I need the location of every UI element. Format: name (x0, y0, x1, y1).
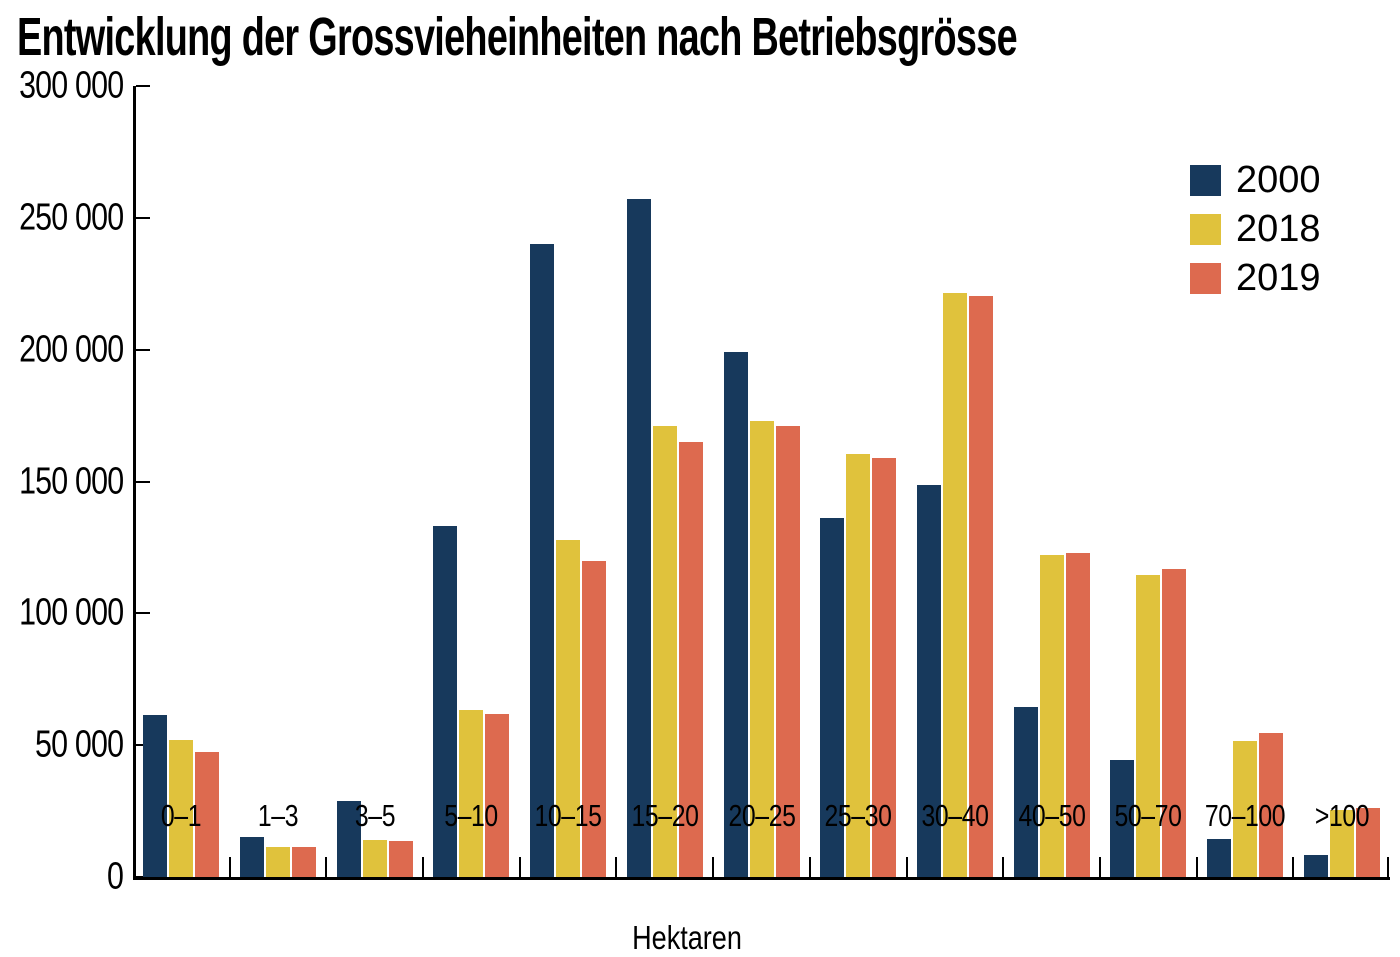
x-tick (1195, 857, 1198, 877)
bar-2000-50–70 (1110, 759, 1135, 877)
x-tick (1387, 857, 1389, 877)
plot-area: 0 50 000 100 000 150 000 200 000 250 000 300 0… (19, 65, 1390, 898)
y-tick (136, 612, 150, 615)
x-tick (518, 857, 521, 877)
legend-label-2018: 2018 (1236, 208, 1321, 250)
bar-2000-20–25 (723, 352, 748, 877)
legend-swatch-2000 (1190, 165, 1221, 196)
bar-2019-10–15 (582, 560, 607, 877)
y-tick-label: 0 (106, 855, 124, 898)
x-tick-label: 70–100 (1204, 798, 1286, 833)
bar-2019-5–10 (485, 713, 510, 877)
legend-item-2000: 2000 (1190, 156, 1321, 205)
bar-2000-30–40 (916, 485, 941, 877)
bar-2018-10–15 (556, 539, 581, 877)
y-tick-label: 100 000 (18, 591, 124, 634)
x-tick (905, 857, 908, 877)
bar-2018-40–50 (1039, 555, 1064, 877)
bar-2019-50–70 (1162, 568, 1187, 877)
bar-2018-30–40 (942, 292, 967, 877)
chart-title: Entwicklung der Grossvieheinheiten nach … (17, 7, 1018, 67)
bar-2000-40–50 (1013, 706, 1038, 877)
bar-2018->100 (1329, 809, 1354, 877)
bar-2000-10–15 (530, 244, 555, 877)
x-tick-label: 30–40 (921, 798, 989, 833)
bar-2018-3–5 (362, 840, 387, 877)
x-tick (325, 857, 328, 877)
x-tick-label: 20–25 (728, 798, 795, 833)
x-tick (228, 857, 231, 877)
bar-2000-0–1 (143, 714, 168, 877)
bar-2019-40–50 (1065, 552, 1090, 877)
y-axis-line (133, 86, 136, 877)
y-tick-label: 300 000 (18, 64, 124, 107)
bar-2018-25–30 (846, 453, 871, 877)
x-tick (808, 857, 811, 877)
bar-2018-0–1 (169, 739, 194, 877)
legend-label-2000: 2000 (1236, 159, 1321, 201)
bar-2000-15–20 (626, 199, 651, 877)
bar-2018-20–25 (749, 420, 774, 877)
y-tick (136, 744, 150, 747)
bar-2000-1–3 (240, 837, 265, 877)
bar-2019-15–20 (678, 441, 703, 877)
bar-2019-0–1 (195, 751, 220, 877)
x-tick-label: 50–70 (1114, 798, 1182, 833)
x-tick (1002, 857, 1005, 877)
x-tick (1098, 857, 1101, 877)
legend-swatch-2019 (1190, 263, 1221, 294)
y-tick-label: 150 000 (18, 460, 124, 502)
bar-2018-15–20 (652, 426, 677, 877)
y-tick (136, 348, 150, 351)
x-tick (712, 857, 715, 877)
y-tick-label: 200 000 (18, 328, 124, 371)
x-tick-label: 15–20 (631, 798, 699, 833)
bar-2019-1–3 (292, 846, 317, 877)
x-axis-title: Hektaren (632, 919, 742, 956)
legend-label-2019: 2019 (1236, 257, 1321, 299)
legend-item-2018: 2018 (1190, 205, 1321, 254)
bar-2018-5–10 (459, 709, 484, 877)
y-tick (136, 216, 150, 219)
bar-2000-5–10 (433, 526, 458, 877)
x-tick (615, 857, 618, 877)
legend: 2000 2018 2019 (1190, 156, 1321, 303)
bar-2019-25–30 (872, 457, 897, 877)
x-tick-label: 5–10 (444, 798, 499, 833)
bar-2019->100 (1355, 808, 1380, 877)
bar-2000->100 (1303, 854, 1328, 877)
bar-2000-3–5 (336, 800, 361, 877)
bar-2018-1–3 (266, 846, 291, 877)
legend-swatch-2018 (1190, 214, 1221, 245)
legend-item-2019: 2019 (1190, 254, 1321, 303)
bar-2018-50–70 (1136, 575, 1161, 877)
x-tick-label: >100 (1314, 798, 1370, 833)
bar-2019-20–25 (775, 426, 800, 877)
x-tick-label: 0–1 (161, 798, 202, 833)
y-tick-label: 50 000 (34, 723, 124, 766)
y-tick (136, 85, 150, 87)
bar-2018-70–100 (1232, 741, 1257, 877)
x-tick-label: 3–5 (354, 798, 396, 833)
x-tick-label: 10–15 (534, 798, 602, 833)
x-axis-line (133, 877, 1390, 880)
bar-2019-3–5 (388, 841, 413, 877)
x-tick (422, 857, 425, 877)
bar-2000-25–30 (820, 518, 845, 877)
x-tick-label: 25–30 (824, 798, 892, 833)
y-tick (136, 876, 150, 878)
bar-2019-30–40 (968, 295, 993, 877)
y-tick (136, 480, 150, 483)
x-tick-label: 40–50 (1018, 798, 1086, 833)
x-tick-label: 1–3 (257, 798, 299, 833)
x-tick (1292, 857, 1295, 877)
y-tick-label: 250 000 (18, 196, 124, 239)
bar-2019-70–100 (1258, 733, 1283, 877)
bar-2000-70–100 (1206, 838, 1231, 877)
